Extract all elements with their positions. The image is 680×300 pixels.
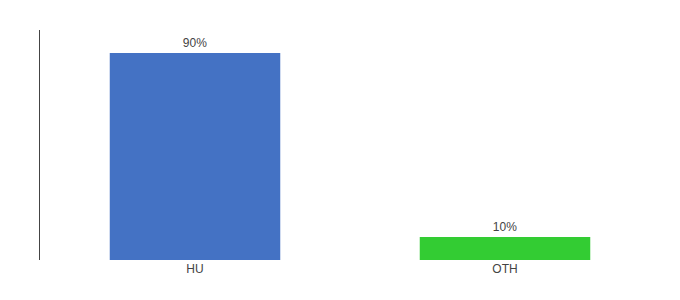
svg-text:OTH: OTH xyxy=(492,262,517,276)
svg-text:90%: 90% xyxy=(183,36,207,50)
svg-text:HU: HU xyxy=(186,262,203,276)
svg-text:10%: 10% xyxy=(493,220,517,234)
